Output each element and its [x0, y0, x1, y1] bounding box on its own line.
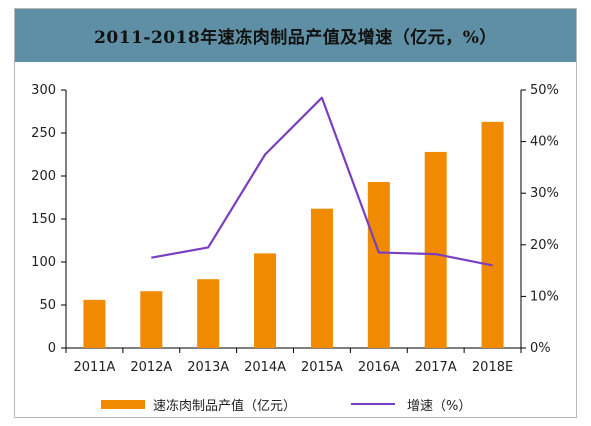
legend: 速冻肉制品产值（亿元） 增速（%）: [15, 392, 576, 416]
right-axis-tick-label: 50%: [530, 83, 559, 98]
legend-label-growth: 增速（%）: [407, 398, 472, 414]
bar: [254, 253, 277, 348]
right-axis-tick-label: 40%: [530, 135, 559, 150]
line-layer: [151, 96, 493, 267]
x-axis-tick-label: 2012A: [130, 360, 172, 375]
x-axis-tick-label: 2014A: [244, 360, 286, 375]
labels-layer: 0 50 100 150 200 250 300 0% 10% 20% 30% 40% 50% 2011A…: [31, 83, 559, 375]
growth-line: [151, 96, 493, 267]
bars-layer: [83, 121, 504, 348]
legend-item-output: 速冻肉制品产值（亿元）: [101, 392, 296, 416]
x-axis-tick-label: 2017A: [415, 360, 457, 375]
right-axis-tick-label: 0%: [530, 341, 551, 356]
left-axis-tick-label: 0: [48, 341, 56, 356]
legend-label-output: 速冻肉制品产值（亿元）: [153, 398, 297, 414]
bar: [83, 299, 106, 348]
bar: [310, 208, 333, 348]
chart-title: 2011-2018年速冻肉制品产值及增速（亿元，%）: [94, 28, 497, 48]
left-axis-tick-label: 150: [31, 212, 56, 227]
x-axis-tick-label: 2016A: [358, 360, 400, 375]
left-axis-tick-label: 250: [31, 126, 56, 141]
left-axis-tick-label: 50: [39, 298, 56, 313]
x-axis-tick-label: 2011A: [73, 360, 115, 375]
bar: [424, 151, 447, 348]
x-axis-tick-label: 2013A: [187, 360, 229, 375]
right-axis-tick-label: 10%: [530, 289, 559, 304]
left-axis-tick-label: 200: [31, 169, 56, 184]
x-axis-tick-label: 2018E: [472, 360, 513, 375]
left-axis-tick-label: 100: [31, 255, 56, 270]
legend-swatch-growth: [351, 403, 395, 405]
legend-swatch-output: [101, 399, 145, 409]
axes-layer: [61, 89, 526, 353]
bar: [367, 182, 390, 348]
bar: [197, 279, 220, 348]
chart-frame: 2011-2018年速冻肉制品产值及增速（亿元，%） 0 50 100 150 200 2…: [14, 8, 577, 418]
bar: [481, 121, 504, 348]
x-axis-tick-label: 2015A: [301, 360, 343, 375]
legend-item-growth: 增速（%）: [351, 392, 471, 416]
left-axis-tick-label: 300: [31, 83, 56, 98]
bar: [140, 291, 163, 348]
right-axis-tick-label: 30%: [530, 186, 559, 201]
title-bar: 2011-2018年速冻肉制品产值及增速（亿元，%）: [15, 9, 576, 62]
right-axis-tick-label: 20%: [530, 238, 559, 253]
chart-canvas: 0 50 100 150 200 250 300 0% 10% 20% 30% 40% 50% 2011A…: [31, 83, 559, 375]
